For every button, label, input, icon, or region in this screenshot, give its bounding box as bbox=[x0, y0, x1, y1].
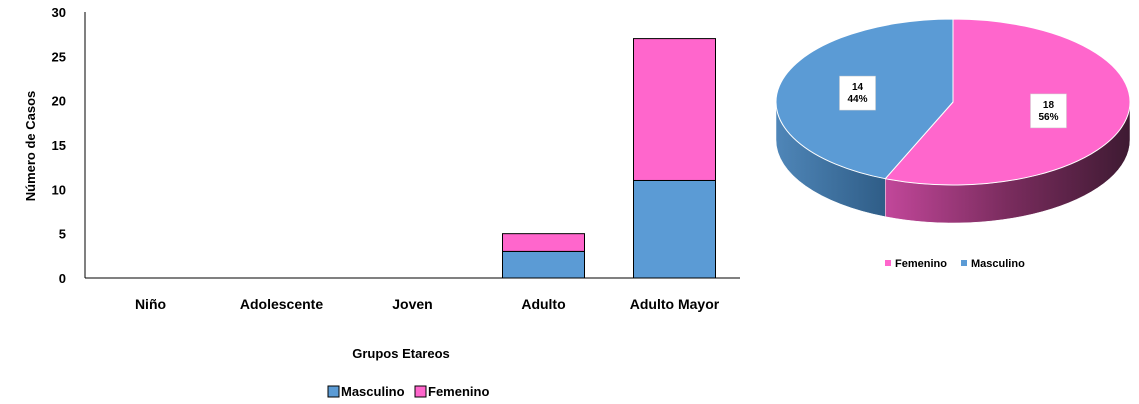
y-axis-ticks: 0 5 10 15 20 25 30 bbox=[52, 5, 66, 286]
bar-chart-axes bbox=[84, 12, 740, 279]
pie-label-percent-femenino: 56% bbox=[1038, 112, 1058, 123]
x-axis-categories: Niño Adolescente Joven Adulto Adulto Mayor bbox=[135, 296, 720, 312]
pie-legend-label-femenino: Femenino bbox=[895, 258, 947, 270]
pie-legend-swatch-femenino bbox=[885, 260, 891, 266]
legend-swatch-femenino bbox=[414, 385, 427, 398]
x-axis-title: Grupos Etareos bbox=[352, 346, 450, 361]
pie-slices bbox=[775, 18, 1131, 186]
x-category-label: Adulto Mayor bbox=[630, 296, 720, 312]
pie-legend-swatch-masculino bbox=[961, 260, 967, 266]
pie-slice-femenino bbox=[884, 18, 1131, 186]
y-tick-label: 15 bbox=[52, 138, 66, 153]
y-tick-label: 0 bbox=[59, 271, 66, 286]
y-tick-label: 25 bbox=[52, 49, 66, 64]
pie-chart-legend: Femenino Masculino bbox=[885, 258, 1025, 270]
legend-swatch-masculino bbox=[327, 385, 340, 398]
pie-legend-label-masculino: Masculino bbox=[971, 258, 1025, 270]
x-category-label: Niño bbox=[135, 296, 166, 312]
bar-masculino-3 bbox=[502, 250, 585, 279]
pie-label-box-masculino bbox=[839, 75, 876, 111]
x-category-label: Adolescente bbox=[240, 296, 323, 312]
bar-femenino-3 bbox=[502, 233, 585, 252]
pie-label-value-masculino: 14 bbox=[852, 82, 864, 93]
legend-label-masculino: Masculino bbox=[341, 384, 405, 399]
y-axis-title: Número de Casos bbox=[23, 91, 38, 202]
bar-masculino-4 bbox=[633, 179, 716, 279]
legend-label-femenino: Femenino bbox=[428, 384, 489, 399]
x-category-label: Joven bbox=[392, 296, 432, 312]
stacked-bar-chart: 0 5 10 15 20 25 30 Niño Adolescente Joven Adulto A… bbox=[23, 5, 740, 399]
pie-label-box-femenino bbox=[1030, 93, 1067, 129]
x-category-label: Adulto bbox=[521, 296, 565, 312]
y-tick-label: 30 bbox=[52, 5, 66, 20]
y-tick-label: 20 bbox=[52, 94, 66, 109]
y-tick-label: 5 bbox=[59, 227, 66, 242]
bar-chart-bars bbox=[502, 38, 716, 279]
pie-label-value-femenino: 18 bbox=[1043, 100, 1055, 111]
pie-label-percent-masculino: 44% bbox=[848, 94, 868, 105]
bar-femenino-4 bbox=[633, 38, 716, 181]
bar-chart-legend: Masculino Femenino bbox=[327, 384, 489, 399]
y-tick-label: 10 bbox=[52, 182, 66, 197]
